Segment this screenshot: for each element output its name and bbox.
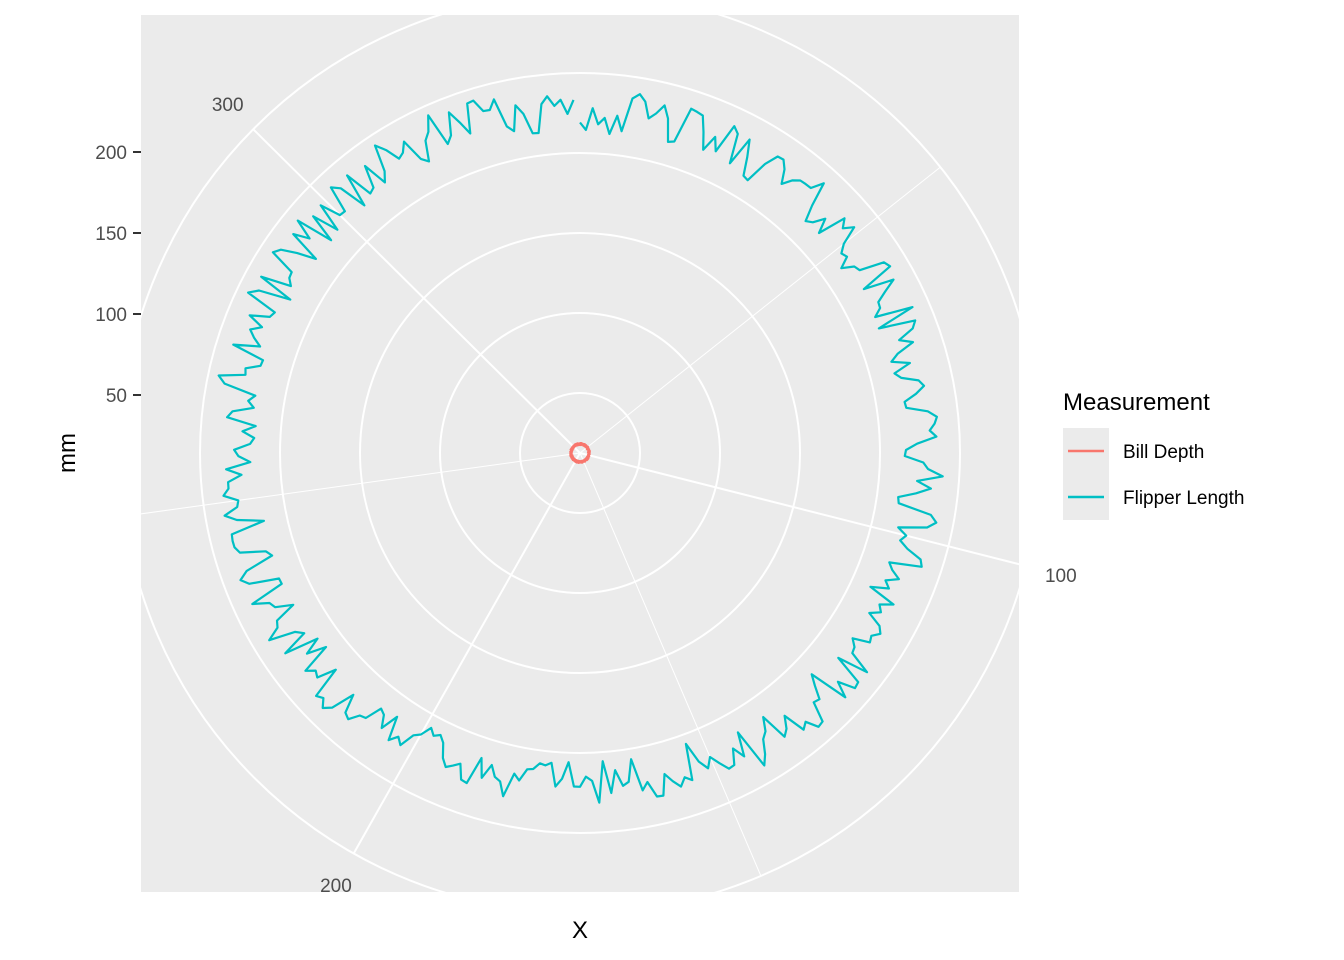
legend-label-bill-depth: Bill Depth <box>1123 442 1204 463</box>
grid-circle-1 <box>439 312 721 594</box>
r-tick-label-150: 150 <box>95 224 127 245</box>
r-tick-label-100: 100 <box>95 305 127 326</box>
r-tick-label-50: 50 <box>106 386 127 407</box>
grid-circle-4 <box>199 72 961 834</box>
theta-tick-label-300: 300 <box>212 95 244 116</box>
theta-tick-label-100: 100 <box>1045 566 1077 587</box>
major-spoke-300 <box>252 128 581 454</box>
minor-spoke-150 <box>579 452 762 877</box>
legend: Measurement Bill Depth Flipper Length <box>1063 389 1244 520</box>
grid-circle-0 <box>519 392 641 514</box>
theta-tick-labels: 100 200 300 <box>212 95 1077 897</box>
series-layer <box>217 93 944 804</box>
grid-circle-2 <box>359 232 801 674</box>
y-axis-title: mm <box>54 433 81 473</box>
polar-grid <box>119 0 1041 914</box>
series-line-bill-depth <box>569 442 591 464</box>
grid-circle-5 <box>119 0 1041 914</box>
minor-spoke-50 <box>579 166 941 454</box>
radial-axis: 50 100 150 200 <box>95 143 141 407</box>
minor-spoke-250 <box>124 452 581 517</box>
major-spoke-200 <box>352 452 581 854</box>
x-axis-title: X <box>572 917 588 944</box>
major-spoke-100 <box>579 452 1027 567</box>
legend-label-flipper-length: Flipper Length <box>1123 488 1244 509</box>
theta-tick-label-200: 200 <box>320 876 352 897</box>
grid-circle-3 <box>279 152 881 754</box>
r-tick-label-200: 200 <box>95 143 127 164</box>
series-line-flipper-length <box>217 93 944 804</box>
legend-title: Measurement <box>1063 389 1210 416</box>
